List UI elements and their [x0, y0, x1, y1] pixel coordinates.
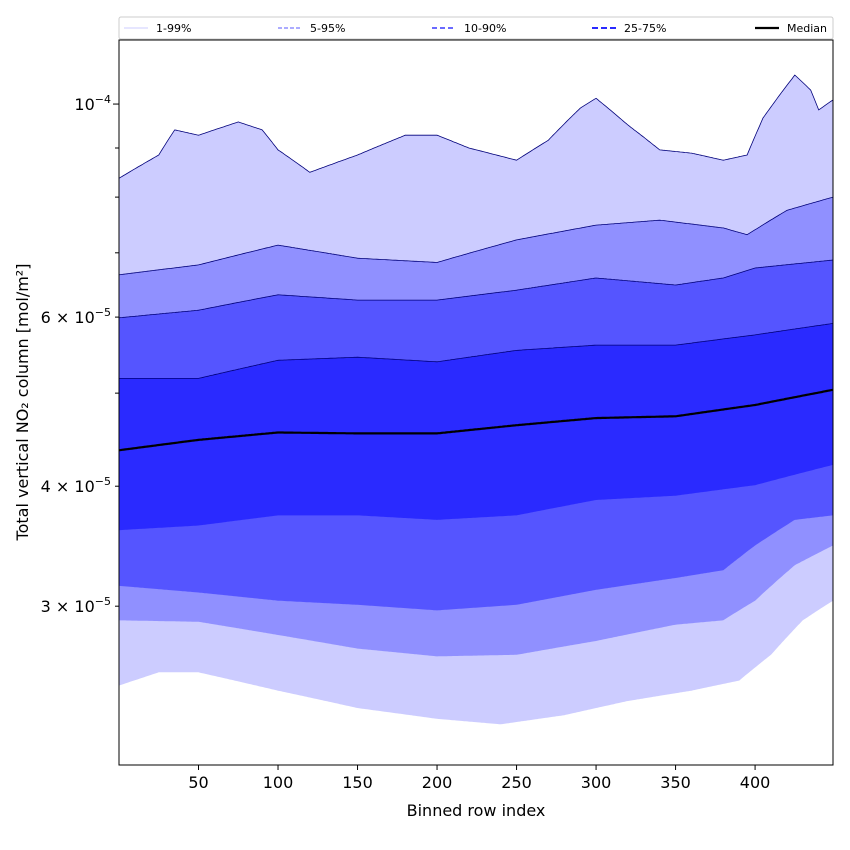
y-axis: 10−4 6 × 10−5 4 × 10−5 3 × 10−5 — [41, 93, 119, 616]
legend-label: 5-95% — [310, 22, 345, 35]
x-axis-label: Binned row index — [407, 801, 546, 820]
legend: 1-99% 5-95% 10-90% 25-75% Median — [118, 16, 834, 40]
line-p99 — [118, 74, 834, 179]
line-p90 — [118, 259, 834, 319]
x-tick-label: 250 — [501, 773, 532, 792]
x-tick-label: 100 — [263, 773, 294, 792]
x-tick-label: 50 — [188, 773, 208, 792]
x-tick-label: 150 — [342, 773, 373, 792]
y-tick-label: 3 × 10−5 — [41, 595, 111, 616]
y-tick-label: 10−4 — [74, 93, 111, 114]
legend-label: 25-75% — [624, 22, 666, 35]
legend-item-Median: Median — [755, 22, 827, 35]
legend-item-5-95%: 5-95% — [278, 22, 345, 35]
legend-label: 10-90% — [464, 22, 506, 35]
legend-item-25-75%: 25-75% — [592, 22, 666, 35]
legend-label: 1-99% — [156, 22, 191, 35]
x-axis: 50 100 150 200 250 300 350 400 — [188, 765, 770, 792]
bands-layer — [119, 75, 833, 725]
y-tick-label: 6 × 10−5 — [41, 306, 111, 327]
line-p95 — [118, 196, 834, 276]
x-tick-label: 200 — [422, 773, 453, 792]
legend-item-1-99%: 1-99% — [124, 22, 191, 35]
legend-label: Median — [787, 22, 827, 35]
legend-item-10-90%: 10-90% — [432, 22, 506, 35]
band-25-75% — [119, 323, 833, 531]
median-line — [118, 388, 834, 452]
x-tick-label: 400 — [740, 773, 771, 792]
y-tick-label: 4 × 10−5 — [41, 475, 111, 496]
lines-layer — [118, 74, 834, 452]
x-tick-label: 300 — [581, 773, 612, 792]
legend-box — [118, 16, 834, 40]
x-tick-label: 350 — [660, 773, 691, 792]
y-axis-label: Total vertical NO₂ column [mol/m²] — [13, 264, 32, 542]
line-p75 — [119, 323, 834, 379]
plot-frame — [118, 39, 834, 766]
